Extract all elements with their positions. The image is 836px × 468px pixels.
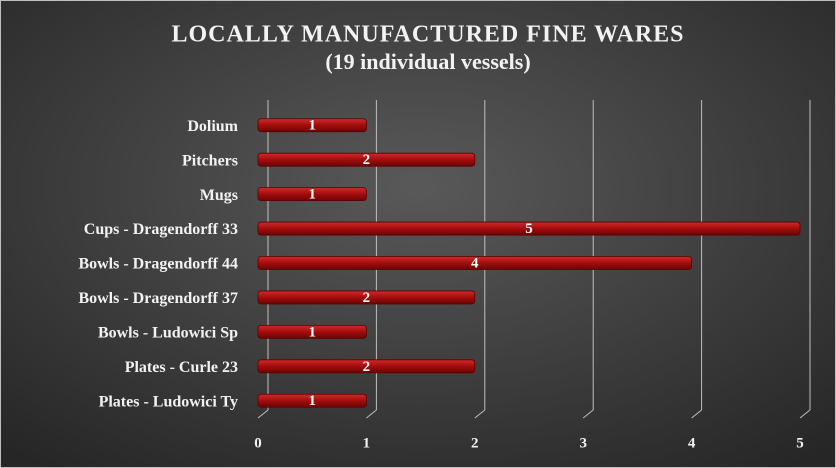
bar [257, 359, 476, 374]
x-tick-label: 3 [579, 435, 587, 451]
x-tick-label: 0 [254, 435, 262, 451]
grid-line-depth [474, 409, 486, 419]
chart-subtitle: (19 individual vessels) [325, 49, 530, 74]
x-tick-label: 4 [688, 435, 696, 451]
y-tick-label: Plates - Ludowici Ty [99, 393, 238, 410]
y-tick-label: Mugs [200, 187, 238, 204]
bar [257, 393, 367, 408]
data-label: 5 [525, 221, 533, 237]
data-label: 1 [308, 324, 316, 340]
bar [257, 290, 476, 305]
data-label: 1 [308, 118, 316, 134]
grid-line-depth [366, 409, 377, 419]
y-tick-label: Cups - Dragendorff 33 [84, 221, 238, 238]
data-label: 1 [308, 393, 316, 409]
bar [257, 118, 367, 133]
x-tick-label: 2 [471, 435, 479, 451]
y-tick-label: Bowls - Ludowici Sp [98, 325, 238, 342]
grid-line-depth [257, 409, 269, 419]
bar [257, 152, 476, 167]
bar [257, 187, 367, 202]
y-tick-label: Pitchers [182, 152, 238, 169]
grid-line-depth [799, 409, 811, 419]
data-label: 1 [308, 187, 316, 203]
chart-title: LOCALLY MANUFACTURED FINE WARES [171, 22, 684, 48]
y-tick-label: Bowls - Dragendorff 44 [78, 256, 238, 273]
y-tick-label: Dolium [187, 118, 238, 135]
x-tick-label: 1 [363, 435, 371, 451]
data-label: 2 [363, 152, 371, 168]
grid-line-depth [691, 409, 702, 419]
y-tick-label: Plates - Curle 23 [125, 359, 238, 376]
bar [257, 324, 367, 339]
bar [257, 221, 801, 236]
data-label: 2 [363, 290, 371, 306]
data-label: 4 [471, 255, 479, 271]
data-label: 2 [363, 359, 371, 375]
y-tick-label: Bowls - Dragendorff 37 [78, 290, 238, 307]
grid-line-depth [582, 409, 594, 419]
x-tick-label: 5 [796, 435, 804, 451]
bar [257, 256, 693, 270]
